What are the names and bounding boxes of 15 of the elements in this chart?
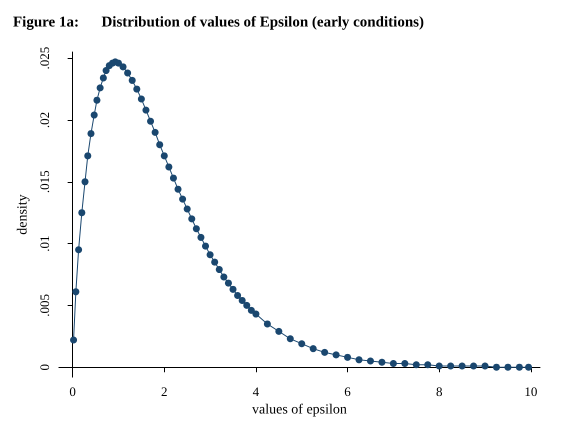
- x-tick-label: 6: [344, 384, 352, 400]
- x-tick-label: 0: [69, 384, 76, 400]
- y-tick-label: .025: [36, 46, 52, 70]
- x-tick-label: 10: [524, 384, 538, 400]
- x-tick-label: 8: [436, 384, 442, 400]
- x-tick-label: 4: [252, 384, 260, 400]
- y-tick-label: .02: [36, 112, 52, 128]
- y-tick-label: .005: [36, 294, 52, 317]
- y-tick-label: .015: [36, 170, 52, 194]
- y-tick-label: 0: [36, 364, 52, 370]
- x-axis-title: values of epsilon: [252, 402, 347, 418]
- chart-title: Figure 1a: Distribution of values of Epsilon (early conditions): [13, 14, 424, 30]
- y-axis-title: density: [16, 194, 30, 235]
- x-tick-label: 2: [161, 384, 168, 400]
- y-tick-label: .01: [36, 235, 52, 252]
